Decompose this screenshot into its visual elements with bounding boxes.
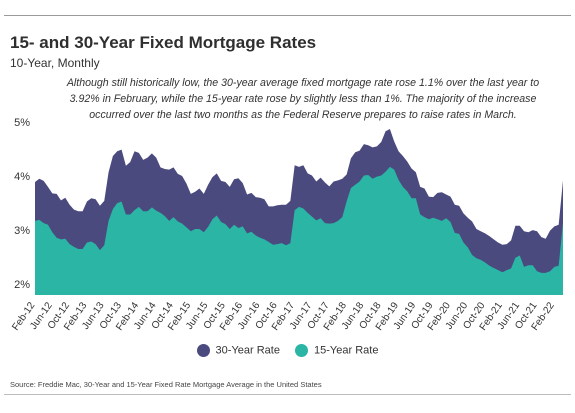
legend-label-30-year: 30-Year Rate: [215, 344, 280, 357]
y-tick-label: 5%: [14, 117, 30, 129]
y-tick-label: 4%: [14, 171, 30, 183]
legend-item-15-year: 15-Year Rate: [295, 344, 378, 357]
top-divider: [4, 15, 571, 16]
chart-annotation: Although still historically low, the 30-…: [66, 77, 540, 121]
chart-title: 15- and 30-Year Fixed Mortgage Rates: [10, 33, 317, 52]
y-tick-label: 2%: [14, 279, 30, 291]
legend-item-30-year: 30-Year Rate: [196, 344, 280, 357]
legend: 30-Year Rate 15-Year Rate: [0, 344, 575, 357]
source-note: Source: Freddie Mac, 30-Year and 15-Year…: [10, 380, 322, 389]
chart-subtitle: 10-Year, Monthly: [10, 56, 100, 70]
legend-swatch-15-year: [295, 344, 309, 357]
y-tick-label: 3%: [14, 225, 30, 237]
legend-label-15-year: 15-Year Rate: [314, 344, 379, 357]
series-area-15-year-rate: [35, 166, 563, 295]
bottom-divider: [4, 394, 571, 395]
legend-swatch-30-year: [196, 344, 210, 357]
